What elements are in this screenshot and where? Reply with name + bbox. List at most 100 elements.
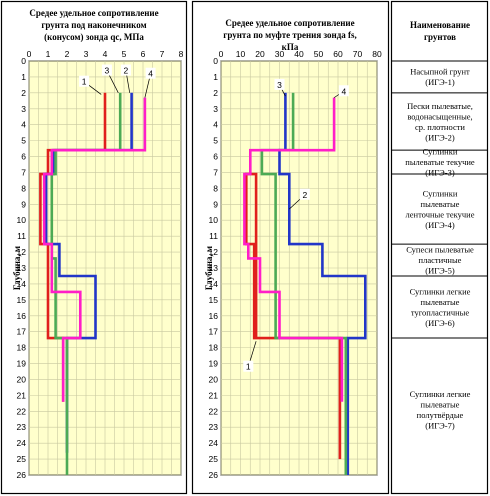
chart-fs-callout-2: 2 [302, 190, 307, 200]
soil-layer-6-text: Суглинки легкие [410, 286, 471, 296]
chart-fs-y-tick-label: 3 [213, 104, 218, 114]
chart-qc-x-tick-label: 6 [141, 49, 146, 59]
chart-fs-callout-4: 4 [341, 86, 346, 96]
chart-qc-y-tick-label: 2 [21, 88, 26, 98]
soil-layer-5-text: пластичные [419, 255, 462, 265]
chart-qc-y-tick-label: 1 [21, 72, 26, 82]
chart-fs-y-tick-label: 2 [213, 88, 218, 98]
chart-fs-series-4-line [243, 97, 344, 402]
chart-fs-y-tick-label: 15 [209, 295, 219, 305]
chart-fs-callout-bg [274, 78, 285, 90]
chart-qc-y-tick-label: 7 [21, 167, 26, 177]
chart-qc-callout-3: 3 [105, 66, 110, 76]
chart-fs-ylabel: Глубина, м [204, 246, 214, 290]
chart-qc-y-tick-label: 10 [17, 215, 27, 225]
soil-layer-3-text: (ИГЭ-3) [425, 168, 455, 178]
chart-fs-y-tick-label: 17 [209, 327, 219, 337]
chart-fs-callout-bg [299, 188, 310, 200]
chart-fs-y-tick-label: 16 [209, 311, 219, 321]
soil-layer-5-text: Супеси пылеватые [406, 245, 474, 255]
chart-fs-x-tick-label: 10 [236, 49, 246, 59]
chart-fs-x-tick-label: 70 [353, 49, 363, 59]
chart-qc-y-tick-label: 15 [17, 295, 27, 305]
chart-qc-callout-bg [120, 64, 131, 76]
chart-fs-x-tick-label: 30 [275, 49, 285, 59]
chart-fs: Средее удельное сопротивление грунта по … [204, 18, 382, 480]
chart-qc-title-1: Средее удельное сопротивление [29, 8, 158, 18]
chart-fs-x-tick-label: 0 [219, 49, 224, 59]
chart-qc-y-tick-label: 14 [17, 279, 27, 289]
soil-layer-2-text: водонасыщенные, [407, 111, 472, 121]
chart-fs-y-tick-label: 20 [209, 374, 219, 384]
soil-layer-7-text: полутвёрдые [417, 410, 464, 420]
soil-table-rows: Насыпной грунт(ИГЭ-1) Пески пылеватые,вод… [391, 60, 488, 430]
soil-layer-6-text: тугопластичные [411, 307, 470, 317]
soil-layer-1-text: (ИГЭ-1) [425, 77, 455, 87]
soil-layer-7-text: пылеватые [421, 399, 460, 409]
soil-layer-2-text: ср. плотности [415, 122, 465, 132]
chart-qc-callout-bg [101, 64, 112, 76]
chart-qc-y-tick-label: 24 [17, 438, 27, 448]
chart-fs-title-3: кПа [282, 42, 299, 52]
chart-qc-x-tick-label: 1 [46, 49, 51, 59]
soil-layer-3-text: Суглинки [423, 147, 458, 157]
soil-layer-2-text: Пески пылеватые, [407, 101, 473, 111]
chart-fs-plot: 0123456789101112131415161718192021222324… [209, 49, 382, 480]
chart-qc-x-tick-label: 8 [179, 49, 184, 59]
chart-fs-y-tick-label: 26 [209, 470, 219, 480]
chart-fs-y-tick-label: 1 [213, 72, 218, 82]
chart-fs-y-tick-label: 25 [209, 454, 219, 464]
chart-fs-y-tick-label: 4 [213, 120, 218, 130]
chart-qc-y-tick-label: 25 [17, 454, 27, 464]
chart-qc-x-tick-label: 2 [65, 49, 70, 59]
chart-qc-callout-2: 2 [124, 66, 129, 76]
chart-fs-y-tick-label: 21 [209, 390, 219, 400]
chart-fs-x-tick-label: 20 [255, 49, 265, 59]
chart-fs-y-tick-label: 22 [209, 406, 219, 416]
chart-fs-y-tick-label: 9 [213, 199, 218, 209]
soil-table: Наименование грунтов Насыпной грунт(ИГЭ-… [391, 20, 488, 430]
soil-table-border [390, 0, 489, 495]
chart-fs-callout-1: 1 [246, 362, 251, 372]
chart-qc-plot: 0123456789101112131415161718192021222324… [17, 49, 184, 480]
chart-qc-y-tick-label: 20 [17, 374, 27, 384]
chart-fs-x-tick-label: 40 [294, 49, 304, 59]
chart-fs-y-tick-label: 5 [213, 136, 218, 146]
soil-layer-3-text: пылеватые текучие [405, 157, 475, 167]
chart-qc-x-tick-label: 7 [160, 49, 165, 59]
chart-fs-callout-bg [338, 85, 349, 97]
chart-fs-y-tick-label: 23 [209, 422, 219, 432]
soil-table-header-2: грунтов [424, 32, 456, 42]
chart-qc-x-tick-label: 4 [103, 49, 108, 59]
chart-fs-y-tick-label: 11 [209, 231, 218, 241]
chart-qc-y-tick-label: 9 [21, 199, 26, 209]
panel-fs-border [191, 0, 390, 495]
chart-qc-y-tick-label: 11 [17, 231, 26, 241]
chart-fs-y-tick-label: 12 [209, 247, 219, 257]
chart-fs-callout-bg [243, 360, 254, 372]
chart-fs-x-tick-label: 50 [314, 49, 324, 59]
chart-fs-y-tick-label: 6 [213, 152, 218, 162]
chart-qc-y-tick-label: 26 [17, 470, 27, 480]
chart-fs-y-tick-label: 10 [209, 215, 219, 225]
chart-qc-callout-bg [79, 75, 90, 87]
chart-fs-y-tick-label: 13 [209, 263, 219, 273]
chart-qc-x-tick-label: 3 [84, 49, 89, 59]
chart-qc-y-tick-label: 0 [21, 56, 26, 66]
chart-fs-y-tick-label: 7 [213, 167, 218, 177]
chart-fs-y-tick-label: 0 [213, 56, 218, 66]
chart-fs-x-tick-label: 60 [333, 49, 343, 59]
chart-qc-ylabel: Глубина, м [12, 246, 22, 290]
chart-qc-y-tick-label: 3 [21, 104, 26, 114]
chart-qc-y-tick-label: 16 [17, 311, 27, 321]
soil-layer-4-text: пылеватые [421, 199, 460, 209]
soil-layer-4-text: (ИГЭ-4) [425, 220, 455, 230]
chart-qc-y-tick-label: 21 [17, 390, 27, 400]
chart-qc-y-tick-label: 19 [17, 359, 27, 369]
chart-qc-x-tick-label: 5 [122, 49, 127, 59]
soil-layer-7-text: (ИГЭ-7) [425, 420, 455, 430]
chart-qc-y-tick-label: 22 [17, 406, 27, 416]
chart-fs-callout-3: 3 [277, 80, 282, 90]
soil-layer-4-text: ленточные текучие [406, 209, 475, 219]
